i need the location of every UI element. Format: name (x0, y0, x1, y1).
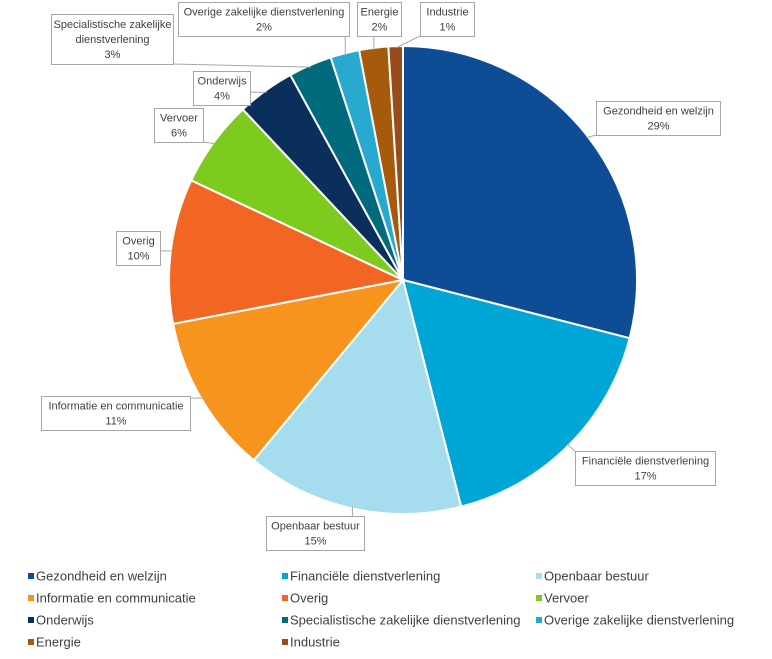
callout-box-industrie (420, 2, 475, 37)
callout-box-specialistische-zakelijke-dienstverlening (51, 14, 174, 65)
callout-value-specialistische-zakelijke-dienstverlening: 3% (105, 49, 121, 61)
legend-item-overig: Overig (282, 591, 328, 606)
callout-label-overig: Overig (122, 236, 154, 248)
callout-gezondheid-en-welzijn: Gezondheid en welzijn 29% (596, 101, 721, 136)
callout-box-vervoer (154, 108, 204, 143)
callout-box-gezondheid-en-welzijn (596, 101, 721, 136)
legend-label-openbaar-bestuur: Openbaar bestuur (544, 569, 649, 584)
legend-label-vervoer: Vervoer (544, 591, 589, 606)
legend-item-financiele-dienstverlening: Financiële dienstverlening (282, 569, 440, 584)
leader-line-industrie (395, 35, 421, 49)
legend-label-specialistische-zakelijke-dienstverlening: Specialistische zakelijke dienstverlenin… (290, 613, 521, 628)
callout-label-vervoer: Vervoer (160, 113, 198, 125)
callout-box-energie (357, 2, 402, 37)
callout-informatie-en-communicatie: Informatie en communicatie 11% (41, 396, 191, 431)
callout-label-energie: Energie (361, 7, 399, 19)
callout-overig: Overig 10% (116, 231, 161, 266)
data-callouts: Gezondheid en welzijn 29% Financiële diens… (41, 2, 721, 551)
legend-item-gezondheid-en-welzijn: Gezondheid en welzijn (28, 569, 167, 584)
callout-box-overig (116, 231, 161, 266)
callout-box-onderwijs (193, 71, 251, 106)
pie-slices (168, 44, 638, 515)
pie-slice-informatie-en-communicatie (171, 278, 406, 462)
legend-swatch-informatie-en-communicatie (28, 595, 34, 601)
legend-label-onderwijs: Onderwijs (36, 613, 94, 628)
callout-value-financiele-dienstverlening: 17% (634, 471, 656, 483)
legend-label-informatie-en-communicatie: Informatie en communicatie (36, 591, 196, 606)
callout-value-vervoer: 6% (171, 128, 187, 140)
pie-slice-gezondheid-en-welzijn (402, 44, 638, 340)
callout-box-financiele-dienstverlening (575, 451, 716, 486)
callout-value-overige-zakelijke-dienstverlening: 2% (256, 22, 272, 34)
legend-swatch-financiele-dienstverlening (282, 573, 288, 579)
callout-leader-lines (160, 35, 597, 516)
legend-label-overig: Overig (290, 591, 328, 606)
callout-label-financiele-dienstverlening: Financiële dienstverlening (582, 456, 709, 468)
callout-financiele-dienstverlening: Financiële dienstverlening 17% (575, 451, 716, 486)
callout-industrie: Industrie 1% (420, 2, 475, 37)
callout-value-energie: 2% (372, 22, 388, 34)
legend-item-vervoer: Vervoer (536, 591, 589, 606)
legend-swatch-overige-zakelijke-dienstverlening (536, 617, 542, 623)
legend-item-onderwijs: Onderwijs (28, 613, 94, 628)
callout-label-onderwijs: Onderwijs (198, 76, 247, 88)
legend-item-informatie-en-communicatie: Informatie en communicatie (28, 591, 196, 606)
legend-item-overige-zakelijke-dienstverlening: Overige zakelijke dienstverlening (536, 613, 734, 628)
legend-label-energie: Energie (36, 635, 81, 650)
legend-swatch-industrie (282, 639, 288, 645)
callout-specialistische-zakelijke-dienstverlening: Specialistische zakelijke dienstverlening… (51, 14, 174, 65)
legend-swatch-gezondheid-en-welzijn (28, 573, 34, 579)
callout-onderwijs: Onderwijs 4% (193, 71, 251, 106)
legend-swatch-specialistische-zakelijke-dienstverlening (282, 617, 288, 623)
callout-label-specialistische-zakelijke-dienstverlening: dienstverlening (76, 34, 150, 46)
callout-value-overig: 10% (127, 251, 149, 263)
legend-label-gezondheid-en-welzijn: Gezondheid en welzijn (36, 569, 167, 584)
legend-swatch-onderwijs (28, 617, 34, 623)
legend-item-industrie: Industrie (282, 635, 340, 650)
legend-swatch-overig (282, 595, 288, 601)
callout-overige-zakelijke-dienstverlening: Overige zakelijke dienstverlening 2% (178, 2, 350, 37)
legend: Gezondheid en welzijn Financiële dienstve… (28, 569, 734, 650)
leader-line-financiele-dienstverlening (566, 443, 576, 452)
callout-box-openbaar-bestuur (266, 516, 365, 551)
callout-label-specialistische-zakelijke-dienstverlening: Specialistische zakelijke (54, 19, 172, 31)
callout-label-informatie-en-communicatie: Informatie en communicatie (48, 401, 183, 413)
legend-label-financiele-dienstverlening: Financiële dienstverlening (290, 569, 440, 584)
callout-energie: Energie 2% (357, 2, 402, 37)
leader-line-gezondheid-en-welzijn (586, 134, 597, 139)
legend-swatch-vervoer (536, 595, 542, 601)
legend-label-industrie: Industrie (290, 635, 340, 650)
callout-value-openbaar-bestuur: 15% (304, 536, 326, 548)
legend-label-overige-zakelijke-dienstverlening: Overige zakelijke dienstverlening (544, 613, 734, 628)
callout-openbaar-bestuur: Openbaar bestuur 15% (266, 516, 365, 551)
callout-value-informatie-en-communicatie: 11% (105, 416, 126, 428)
callout-vervoer: Vervoer 6% (154, 108, 204, 143)
callout-value-gezondheid-en-welzijn: 29% (647, 121, 669, 133)
leader-line-specialistische-zakelijke-dienstverlening (172, 63, 311, 68)
leader-line-vervoer (202, 141, 216, 145)
legend-swatch-energie (28, 639, 34, 645)
legend-item-specialistische-zakelijke-dienstverlening: Specialistische zakelijke dienstverlenin… (282, 613, 521, 628)
callout-box-informatie-en-communicatie (41, 396, 191, 431)
callout-box-overige-zakelijke-dienstverlening (178, 2, 350, 37)
legend-item-openbaar-bestuur: Openbaar bestuur (536, 569, 649, 584)
legend-item-energie: Energie (28, 635, 81, 650)
callout-value-industrie: 1% (440, 22, 456, 34)
legend-swatch-openbaar-bestuur (536, 573, 542, 579)
callout-label-overige-zakelijke-dienstverlening: Overige zakelijke dienstverlening (184, 7, 345, 19)
callout-value-onderwijs: 4% (214, 91, 230, 103)
callout-label-openbaar-bestuur: Openbaar bestuur (271, 521, 360, 533)
callout-label-industrie: Industrie (426, 7, 468, 19)
pie-slice-industrie (387, 44, 404, 281)
callout-label-gezondheid-en-welzijn: Gezondheid en welzijn (603, 106, 714, 118)
